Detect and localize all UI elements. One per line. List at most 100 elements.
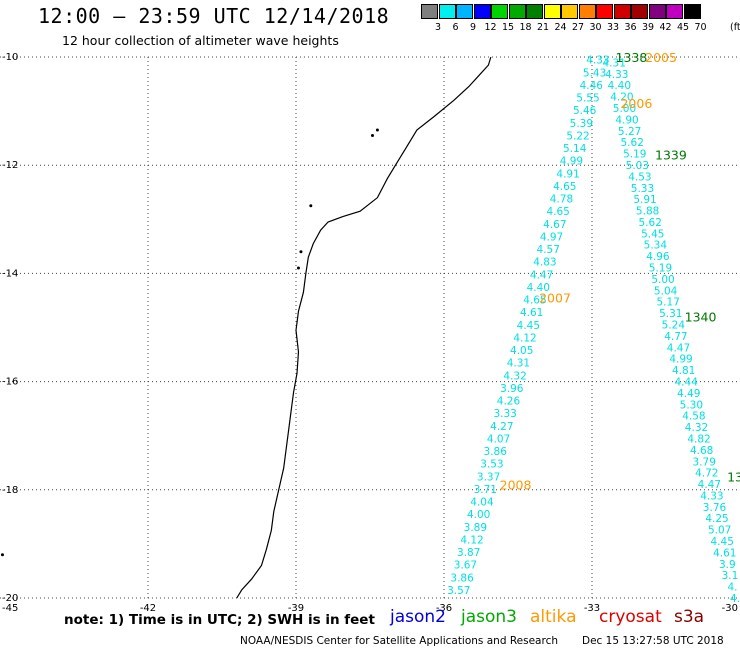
- swh-value-label: 4.05: [510, 345, 533, 357]
- swh-value-label: 4.82: [687, 433, 710, 445]
- scale-unit: (ft): [730, 22, 740, 33]
- swh-value-label: 5.19: [649, 263, 672, 275]
- swh-value-label: 4.: [730, 593, 740, 605]
- page-subtitle: 12 hour collection of altimeter wave hei…: [62, 33, 339, 48]
- swh-value-label: 4.40: [527, 282, 550, 294]
- swh-value-label: 5.39: [570, 118, 593, 130]
- scale-label: 21: [536, 22, 550, 33]
- scale-label: 33: [606, 22, 620, 33]
- swh-value-label: 4.33: [586, 55, 609, 67]
- swh-value-label: 4.83: [533, 257, 556, 269]
- lon-tick-label: -45: [2, 603, 18, 614]
- scale-label: 42: [659, 22, 672, 33]
- swh-value-label: 3.9: [719, 559, 736, 571]
- swh-value-label: 4.65: [553, 181, 576, 193]
- scale-swatch: [456, 4, 473, 19]
- swh-value-label: 4.20: [610, 92, 633, 104]
- island-mark: [375, 128, 379, 132]
- scale-swatch: [578, 4, 596, 19]
- swh-value-label: 4.99: [560, 156, 583, 168]
- swh-value-label: 5.62: [621, 137, 644, 149]
- scale-label: 70: [694, 22, 707, 33]
- scale-swatch: [666, 4, 683, 19]
- lat-tick-label: -20: [2, 593, 18, 604]
- scale-swatch: [596, 4, 613, 19]
- scale-swatch: [561, 4, 578, 19]
- island-mark: [370, 133, 374, 137]
- swh-value-label: 3.67: [454, 560, 477, 572]
- swh-value-label: 5.34: [644, 240, 668, 252]
- swh-value-label: 4.27: [490, 421, 513, 433]
- swh-value-label: 5.55: [576, 93, 599, 105]
- swh-value-label: 4.32: [685, 422, 708, 434]
- scale-label: 30: [589, 22, 602, 33]
- scale-label: 18: [519, 22, 532, 33]
- swh-value-label: 3.89: [464, 522, 487, 534]
- swh-value-label: 4.33: [700, 490, 723, 502]
- satellite-legend-s3a: s3a: [674, 607, 705, 627]
- swh-value-label: 4.47: [698, 479, 721, 491]
- swh-value-label: 5.17: [657, 297, 680, 309]
- lon-tick-label: -39: [288, 603, 304, 614]
- pass-time-label: 2005: [645, 50, 677, 65]
- swh-value-label: 5.00: [651, 274, 674, 286]
- island-mark: [0, 553, 4, 557]
- swh-value-label: 4.65: [523, 295, 546, 307]
- satellite-legend-cryosat: cryosat: [599, 607, 662, 627]
- swh-value-label: 3.86: [450, 572, 474, 584]
- scale-swatch: [526, 4, 543, 19]
- pass-time-label: 13: [727, 469, 740, 484]
- swh-value-label: 4.99: [669, 354, 692, 366]
- lat-tick-label: -16: [2, 377, 18, 388]
- swh-value-label: 5.33: [631, 183, 654, 195]
- swh-track-labels: 4.335.434.465.555.465.395.225.144.994.91…: [447, 55, 740, 605]
- footer-note: note: 1) Time is in UTC; 2) SWH is in fe…: [64, 612, 375, 628]
- swh-value-label: 3.57: [447, 585, 470, 597]
- swh-value-label: 5.46: [573, 105, 597, 117]
- scale-swatch: [421, 4, 438, 19]
- swh-value-label: 4.04: [470, 497, 494, 509]
- scale-swatch: [631, 4, 648, 19]
- swh-value-label: 4.58: [682, 411, 705, 423]
- axis-tick-labels: -45 -42 -39 -36 -33 -30 -10 -12 -14 -16 -18 -20: [2, 52, 738, 614]
- scale-label: 15: [501, 22, 515, 33]
- lon-tick-label: -36: [436, 603, 452, 614]
- swh-value-label: 4.44: [675, 376, 699, 388]
- swh-value-label: 4.68: [690, 445, 713, 457]
- swh-value-label: 4.47: [530, 269, 553, 281]
- swh-value-label: 5.03: [626, 160, 649, 172]
- lon-tick-label: -33: [584, 603, 600, 614]
- scale-label: 45: [676, 22, 690, 33]
- scale-label: 27: [571, 22, 585, 33]
- swh-value-label: 3.53: [480, 459, 503, 471]
- swh-value-label: 4.32: [503, 370, 526, 382]
- scale-swatch: [438, 4, 456, 19]
- swh-value-label: 5.22: [566, 130, 589, 142]
- swh-value-label: 4.31: [507, 358, 530, 370]
- scale-label: 9: [469, 22, 477, 33]
- pass-time-label: 1340: [685, 310, 717, 325]
- swh-value-label: 3.76: [703, 502, 727, 514]
- scale-swatch: [508, 4, 526, 19]
- swh-value-label: 3.1: [722, 570, 739, 582]
- swh-value-label: 4.40: [608, 80, 631, 92]
- swh-value-label: 4.45: [711, 536, 734, 548]
- scale-swatch: [613, 4, 631, 19]
- swh-value-label: 5.45: [641, 228, 664, 240]
- swh-value-label: 3.79: [693, 456, 716, 468]
- credit-text: NOAA/NESDIS Center for Satellite Applica…: [240, 635, 558, 647]
- swh-value-label: 4.61: [713, 547, 736, 559]
- scale-label: 36: [624, 22, 637, 33]
- swh-value-label: 3.86: [484, 446, 508, 458]
- swh-value-label: 4.57: [537, 244, 560, 256]
- swh-value-label: 5.88: [636, 206, 659, 218]
- swh-value-label: 4.25: [705, 513, 728, 525]
- swh-value-label: 4.90: [615, 114, 638, 126]
- pass-time-label: 2008: [500, 477, 532, 492]
- swh-value-label: 5.27: [618, 126, 641, 138]
- swh-value-label: 4.12: [460, 534, 483, 546]
- swh-value-label: 4.65: [546, 206, 569, 218]
- swh-value-label: 4.46: [580, 80, 604, 92]
- swh-value-label: 4.07: [487, 433, 510, 445]
